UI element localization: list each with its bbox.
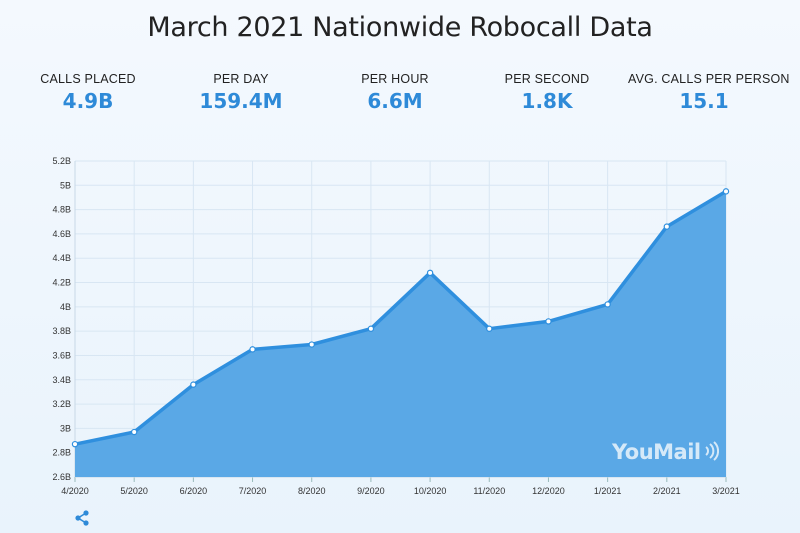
y-tick-label: 3.2B [52, 399, 71, 409]
x-tick-label: 2/2021 [653, 486, 681, 496]
data-point[interactable] [130, 428, 138, 436]
x-tick-label: 1/2021 [594, 486, 622, 496]
y-tick-label: 4.6B [52, 229, 71, 239]
y-tick-label: 3.8B [52, 326, 71, 336]
y-tick-label: 5B [60, 180, 71, 190]
stat-value: 6.6M [367, 89, 423, 113]
robocall-area-chart: 2.6B 2.8B 3B 3.2B 3.4B 3.6B 3.8B 4B 4.2B 4.4B 4.6B… [52, 156, 740, 496]
x-tick-label: 10/2020 [414, 486, 447, 496]
x-axis: 4/2020 5/2020 6/2020 7/2020 8/2020 9/2020 10/2… [61, 476, 740, 496]
y-tick-label: 3.4B [52, 375, 71, 385]
stat-value: 1.8K [521, 89, 573, 113]
y-tick-label: 3.6B [52, 350, 71, 360]
stat-label: PER DAY [213, 72, 269, 86]
data-point[interactable] [426, 269, 434, 277]
data-point[interactable] [308, 341, 315, 348]
x-tick-label: 8/2020 [298, 486, 326, 496]
x-tick-label: 7/2020 [239, 486, 267, 496]
y-tick-label: 4.8B [52, 205, 71, 215]
stat-calls-placed: CALLS PLACED 4.9B [18, 72, 158, 113]
data-point[interactable] [486, 325, 493, 332]
y-tick-label: 3B [60, 423, 71, 433]
y-tick-label: 2.6B [52, 472, 71, 482]
data-point[interactable] [545, 318, 552, 325]
x-tick-label: 11/2020 [473, 486, 505, 496]
stat-label: CALLS PLACED [40, 72, 136, 86]
youmail-logo: YouMail [612, 440, 719, 464]
stat-value: 15.1 [679, 89, 729, 113]
data-point[interactable] [249, 346, 256, 353]
stat-avg-calls-per-person: AVG. CALLS PER PERSON 15.1 [628, 72, 790, 113]
x-tick-label: 9/2020 [357, 486, 385, 496]
stat-per-day: PER DAY 159.4M [176, 72, 306, 113]
data-point[interactable] [190, 381, 197, 388]
series-line [74, 189, 727, 446]
share-icon[interactable] [74, 510, 90, 526]
y-tick-label: 4.4B [52, 253, 71, 263]
data-point[interactable] [722, 188, 730, 195]
stat-label: PER SECOND [504, 72, 590, 86]
stat-per-hour: PER HOUR 6.6M [330, 72, 460, 113]
data-point[interactable] [604, 301, 611, 308]
sound-waves-icon [704, 441, 719, 461]
data-point[interactable] [71, 440, 79, 448]
y-tick-label: 2.8B [52, 448, 71, 458]
y-tick-label: 4.2B [52, 278, 71, 288]
x-tick-label: 5/2020 [120, 486, 148, 496]
stat-label: AVG. CALLS PER PERSON [628, 72, 790, 86]
stat-value: 159.4M [199, 89, 283, 113]
x-tick-label: 6/2020 [180, 486, 208, 496]
x-tick-label: 4/2020 [61, 486, 89, 496]
data-point[interactable] [663, 223, 671, 230]
data-point[interactable] [367, 325, 375, 332]
x-tick-label: 3/2021 [712, 486, 740, 496]
page-title: March 2021 Nationwide Robocall Data [147, 12, 653, 43]
stat-value: 4.9B [62, 89, 114, 113]
series-area [75, 191, 726, 477]
x-tick-label: 12/2020 [532, 486, 565, 496]
y-tick-label: 4B [60, 302, 71, 312]
y-axis: 2.6B 2.8B 3B 3.2B 3.4B 3.6B 3.8B 4B 4.2B 4.4B 4.6B… [52, 156, 76, 482]
data-points [71, 188, 730, 448]
stat-label: PER HOUR [361, 72, 429, 86]
stat-per-second: PER SECOND 1.8K [482, 72, 612, 113]
y-tick-label: 5.2B [52, 156, 71, 166]
